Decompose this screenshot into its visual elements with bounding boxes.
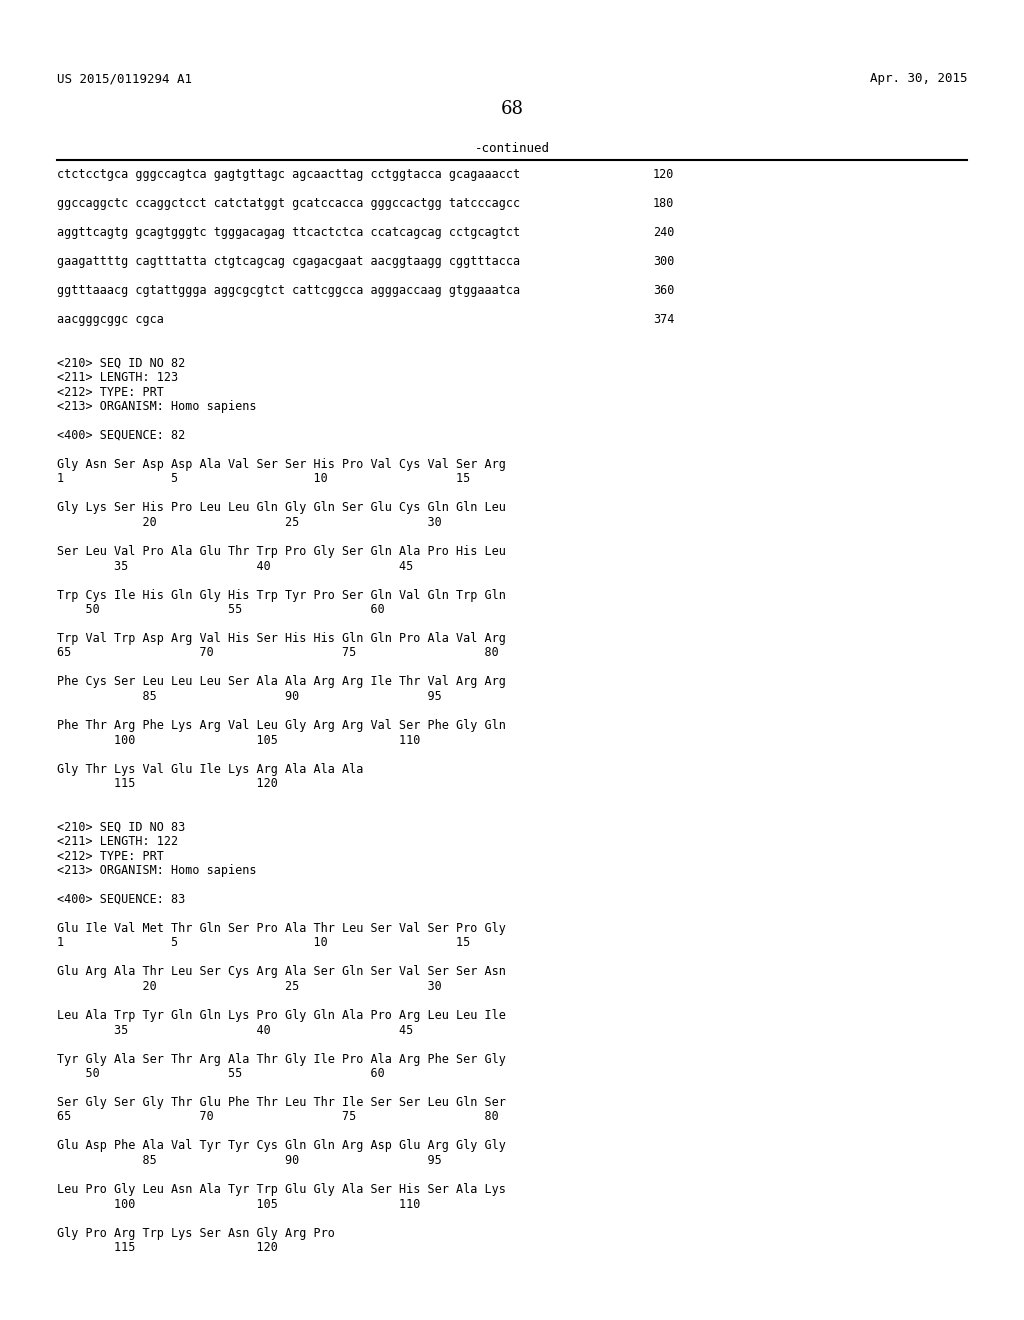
Text: 374: 374 xyxy=(653,313,675,326)
Text: <212> TYPE: PRT: <212> TYPE: PRT xyxy=(57,850,164,862)
Text: 65                  70                  75                  80: 65 70 75 80 xyxy=(57,647,499,660)
Text: 115                 120: 115 120 xyxy=(57,1241,278,1254)
Text: Glu Ile Val Met Thr Gln Ser Pro Ala Thr Leu Ser Val Ser Pro Gly: Glu Ile Val Met Thr Gln Ser Pro Ala Thr … xyxy=(57,921,506,935)
Text: 50                  55                  60: 50 55 60 xyxy=(57,603,385,616)
Text: Ser Gly Ser Gly Thr Glu Phe Thr Leu Thr Ile Ser Ser Leu Gln Ser: Ser Gly Ser Gly Thr Glu Phe Thr Leu Thr … xyxy=(57,1096,506,1109)
Text: 120: 120 xyxy=(653,168,675,181)
Text: ggtttaaacg cgtattggga aggcgcgtct cattcggcca agggaccaag gtggaaatca: ggtttaaacg cgtattggga aggcgcgtct cattcgg… xyxy=(57,284,520,297)
Text: Gly Lys Ser His Pro Leu Leu Gln Gly Gln Ser Glu Cys Gln Gln Leu: Gly Lys Ser His Pro Leu Leu Gln Gly Gln … xyxy=(57,502,506,515)
Text: 68: 68 xyxy=(501,100,523,117)
Text: 1               5                   10                  15: 1 5 10 15 xyxy=(57,936,470,949)
Text: <210> SEQ ID NO 83: <210> SEQ ID NO 83 xyxy=(57,821,185,833)
Text: Leu Ala Trp Tyr Gln Gln Lys Pro Gly Gln Ala Pro Arg Leu Leu Ile: Leu Ala Trp Tyr Gln Gln Lys Pro Gly Gln … xyxy=(57,1008,506,1022)
Text: <211> LENGTH: 122: <211> LENGTH: 122 xyxy=(57,836,178,847)
Text: ggccaggctc ccaggctcct catctatggt gcatccacca gggccactgg tatcccagcc: ggccaggctc ccaggctcct catctatggt gcatcca… xyxy=(57,197,520,210)
Text: aggttcagtg gcagtgggtc tgggacagag ttcactctca ccatcagcag cctgcagtct: aggttcagtg gcagtgggtc tgggacagag ttcactc… xyxy=(57,226,520,239)
Text: -continued: -continued xyxy=(474,143,550,154)
Text: Leu Pro Gly Leu Asn Ala Tyr Trp Glu Gly Ala Ser His Ser Ala Lys: Leu Pro Gly Leu Asn Ala Tyr Trp Glu Gly … xyxy=(57,1183,506,1196)
Text: <210> SEQ ID NO 82: <210> SEQ ID NO 82 xyxy=(57,356,185,370)
Text: Tyr Gly Ala Ser Thr Arg Ala Thr Gly Ile Pro Ala Arg Phe Ser Gly: Tyr Gly Ala Ser Thr Arg Ala Thr Gly Ile … xyxy=(57,1052,506,1065)
Text: ctctcctgca gggccagtca gagtgttagc agcaacttag cctggtacca gcagaaacct: ctctcctgca gggccagtca gagtgttagc agcaact… xyxy=(57,168,520,181)
Text: <211> LENGTH: 123: <211> LENGTH: 123 xyxy=(57,371,178,384)
Text: gaagattttg cagtttatta ctgtcagcag cgagacgaat aacggtaagg cggtttacca: gaagattttg cagtttatta ctgtcagcag cgagacg… xyxy=(57,255,520,268)
Text: <213> ORGANISM: Homo sapiens: <213> ORGANISM: Homo sapiens xyxy=(57,400,256,413)
Text: Gly Thr Lys Val Glu Ile Lys Arg Ala Ala Ala: Gly Thr Lys Val Glu Ile Lys Arg Ala Ala … xyxy=(57,763,364,776)
Text: 115                 120: 115 120 xyxy=(57,777,278,789)
Text: 85                  90                  95: 85 90 95 xyxy=(57,690,441,704)
Text: US 2015/0119294 A1: US 2015/0119294 A1 xyxy=(57,73,193,84)
Text: 85                  90                  95: 85 90 95 xyxy=(57,1154,441,1167)
Text: Glu Asp Phe Ala Val Tyr Tyr Cys Gln Gln Arg Asp Glu Arg Gly Gly: Glu Asp Phe Ala Val Tyr Tyr Cys Gln Gln … xyxy=(57,1139,506,1152)
Text: 180: 180 xyxy=(653,197,675,210)
Text: 20                  25                  30: 20 25 30 xyxy=(57,516,441,529)
Text: Trp Val Trp Asp Arg Val His Ser His His Gln Gln Pro Ala Val Arg: Trp Val Trp Asp Arg Val His Ser His His … xyxy=(57,632,506,645)
Text: 50                  55                  60: 50 55 60 xyxy=(57,1067,385,1080)
Text: 35                  40                  45: 35 40 45 xyxy=(57,1023,414,1036)
Text: 360: 360 xyxy=(653,284,675,297)
Text: 35                  40                  45: 35 40 45 xyxy=(57,560,414,573)
Text: <400> SEQUENCE: 83: <400> SEQUENCE: 83 xyxy=(57,894,185,906)
Text: 65                  70                  75                  80: 65 70 75 80 xyxy=(57,1110,499,1123)
Text: Gly Asn Ser Asp Asp Ala Val Ser Ser His Pro Val Cys Val Ser Arg: Gly Asn Ser Asp Asp Ala Val Ser Ser His … xyxy=(57,458,506,471)
Text: Ser Leu Val Pro Ala Glu Thr Trp Pro Gly Ser Gln Ala Pro His Leu: Ser Leu Val Pro Ala Glu Thr Trp Pro Gly … xyxy=(57,545,506,558)
Text: Gly Pro Arg Trp Lys Ser Asn Gly Arg Pro: Gly Pro Arg Trp Lys Ser Asn Gly Arg Pro xyxy=(57,1226,335,1239)
Text: Glu Arg Ala Thr Leu Ser Cys Arg Ala Ser Gln Ser Val Ser Ser Asn: Glu Arg Ala Thr Leu Ser Cys Arg Ala Ser … xyxy=(57,965,506,978)
Text: Phe Cys Ser Leu Leu Leu Ser Ala Ala Arg Arg Ile Thr Val Arg Arg: Phe Cys Ser Leu Leu Leu Ser Ala Ala Arg … xyxy=(57,676,506,689)
Text: 100                 105                 110: 100 105 110 xyxy=(57,734,421,747)
Text: <213> ORGANISM: Homo sapiens: <213> ORGANISM: Homo sapiens xyxy=(57,865,256,876)
Text: Apr. 30, 2015: Apr. 30, 2015 xyxy=(869,73,967,84)
Text: aacgggcggc cgca: aacgggcggc cgca xyxy=(57,313,164,326)
Text: 20                  25                  30: 20 25 30 xyxy=(57,979,441,993)
Text: Phe Thr Arg Phe Lys Arg Val Leu Gly Arg Arg Val Ser Phe Gly Gln: Phe Thr Arg Phe Lys Arg Val Leu Gly Arg … xyxy=(57,719,506,733)
Text: Trp Cys Ile His Gln Gly His Trp Tyr Pro Ser Gln Val Gln Trp Gln: Trp Cys Ile His Gln Gly His Trp Tyr Pro … xyxy=(57,589,506,602)
Text: <212> TYPE: PRT: <212> TYPE: PRT xyxy=(57,385,164,399)
Text: 300: 300 xyxy=(653,255,675,268)
Text: 240: 240 xyxy=(653,226,675,239)
Text: 100                 105                 110: 100 105 110 xyxy=(57,1197,421,1210)
Text: 1               5                   10                  15: 1 5 10 15 xyxy=(57,473,470,486)
Text: <400> SEQUENCE: 82: <400> SEQUENCE: 82 xyxy=(57,429,185,442)
